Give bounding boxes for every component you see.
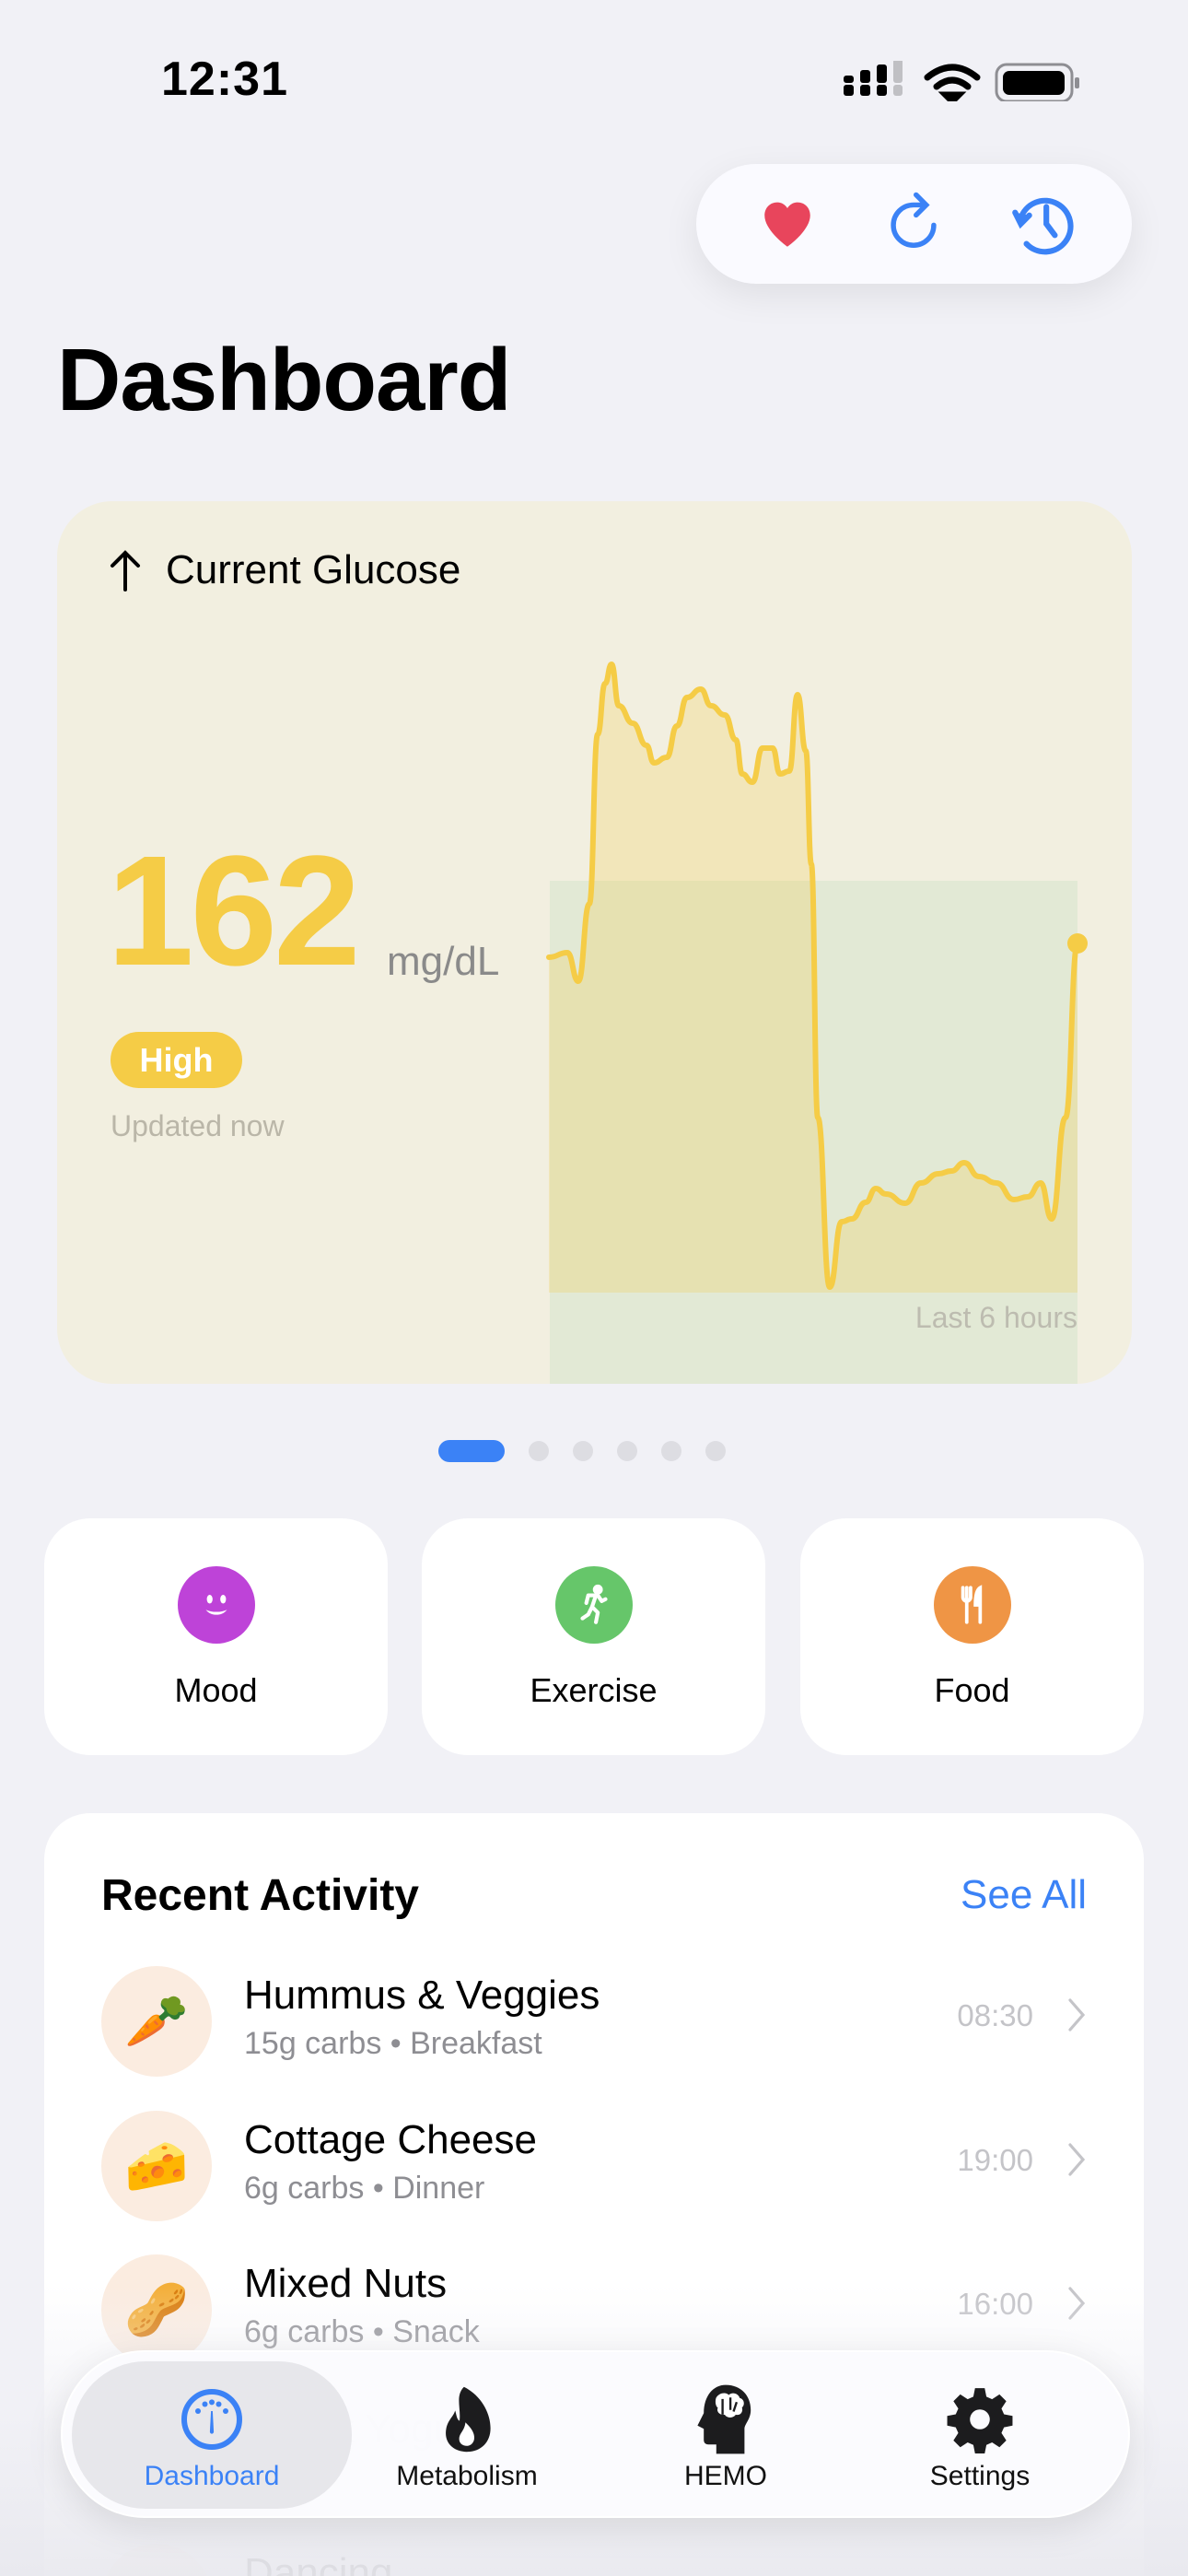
- arrow-up-icon: [111, 550, 140, 591]
- status-time: 12:31: [161, 53, 288, 106]
- wifi-icon: [924, 64, 981, 101]
- activity-time: 08:30: [957, 1998, 1033, 2032]
- current-reading-dot: [1067, 933, 1088, 954]
- glucose-curve-line: [546, 662, 1080, 1290]
- refresh-icon: [891, 192, 938, 249]
- quick-action-exercise[interactable]: Exercise: [422, 1518, 765, 1755]
- tab-label: Settings: [929, 2461, 1031, 2491]
- page-dot[interactable]: [705, 1441, 726, 1461]
- activity-title: Cottage Cheese: [244, 2117, 537, 2162]
- activity-subtitle: 6g carbs • Dinner: [244, 2171, 485, 2206]
- status-badge: High: [111, 1032, 242, 1088]
- page-dot[interactable]: [573, 1441, 593, 1461]
- gear-icon: [947, 2388, 1013, 2453]
- tab-label: Dashboard: [144, 2461, 280, 2491]
- tab-dashboard[interactable]: Dashboard: [83, 2352, 341, 2520]
- quick-action-label: Exercise: [530, 1671, 658, 1709]
- page-dot-active[interactable]: [438, 1440, 505, 1462]
- section-title: Recent Activity: [101, 1871, 419, 1920]
- chevron-right-icon: [1068, 1998, 1086, 2032]
- fork-knife-icon: [933, 1566, 1011, 1644]
- food-emoji-icon: 🧀: [124, 2137, 189, 2195]
- tab-settings[interactable]: Settings: [851, 2352, 1109, 2520]
- activity-subtitle: 15g carbs • Breakfast: [244, 2026, 542, 2061]
- cellular-signal-icon: [844, 61, 903, 96]
- history-button[interactable]: [1004, 187, 1077, 261]
- time-range-label: Last 6 hours: [914, 1301, 1077, 1334]
- page-dot[interactable]: [617, 1441, 637, 1461]
- gauge-icon: [181, 2389, 242, 2450]
- heart-icon: [764, 202, 810, 247]
- glucose-card[interactable]: Current Glucose 162 mg/dL High Updated n…: [57, 501, 1132, 1384]
- activity-title: Hummus & Veggies: [244, 1973, 600, 2018]
- running-icon: [554, 1566, 633, 1644]
- quick-action-label: Mood: [174, 1671, 258, 1709]
- glucose-value: 162: [107, 824, 361, 999]
- glucose-sparkline: [546, 662, 1088, 1384]
- history-icon: [1012, 197, 1074, 255]
- activity-row[interactable]: 🥕 Hummus & Veggies 15g carbs • Breakfast…: [44, 1952, 1144, 2090]
- favorite-button[interactable]: [751, 187, 824, 261]
- tab-metabolism[interactable]: Metabolism: [338, 2352, 596, 2520]
- quick-action-mood[interactable]: Mood: [44, 1518, 388, 1755]
- card-header: Current Glucose: [109, 547, 460, 593]
- quick-action-food[interactable]: Food: [800, 1518, 1144, 1755]
- tab-bar: Dashboard Metabolism HEMO Settings: [61, 2350, 1130, 2518]
- page-dot[interactable]: [661, 1441, 681, 1461]
- flame-icon: [446, 2386, 491, 2453]
- page-dot[interactable]: [529, 1441, 549, 1461]
- battery-icon: [995, 63, 1079, 101]
- chevron-right-icon: [1068, 2143, 1086, 2176]
- header-actions: [696, 164, 1132, 284]
- quick-action-label: Food: [934, 1671, 1010, 1709]
- activity-avatar: 🥕: [101, 1966, 212, 2077]
- see-all-link[interactable]: See All: [961, 1872, 1087, 1917]
- tab-selection-highlight: [72, 2361, 352, 2509]
- food-emoji-icon: 🥕: [124, 1992, 189, 2050]
- refresh-button[interactable]: [877, 187, 950, 261]
- glucose-unit: mg/dL: [387, 939, 500, 984]
- activity-avatar: 🧀: [101, 2111, 212, 2221]
- updated-text: Updated now: [111, 1109, 285, 1142]
- activity-row[interactable]: 🧀 Cottage Cheese 6g carbs • Dinner 19:00: [44, 2097, 1144, 2235]
- status-icons: [844, 61, 1079, 101]
- tab-hemo[interactable]: HEMO: [597, 2352, 855, 2520]
- smiley-icon: [177, 1566, 255, 1644]
- tab-label: HEMO: [684, 2461, 767, 2491]
- brain-head-icon: [697, 2384, 751, 2454]
- tab-label: Metabolism: [396, 2461, 538, 2491]
- card-title: Current Glucose: [166, 547, 461, 592]
- activity-time: 19:00: [957, 2143, 1033, 2177]
- page-title: Dashboard: [57, 331, 511, 429]
- page-indicator[interactable]: [0, 1440, 1188, 1462]
